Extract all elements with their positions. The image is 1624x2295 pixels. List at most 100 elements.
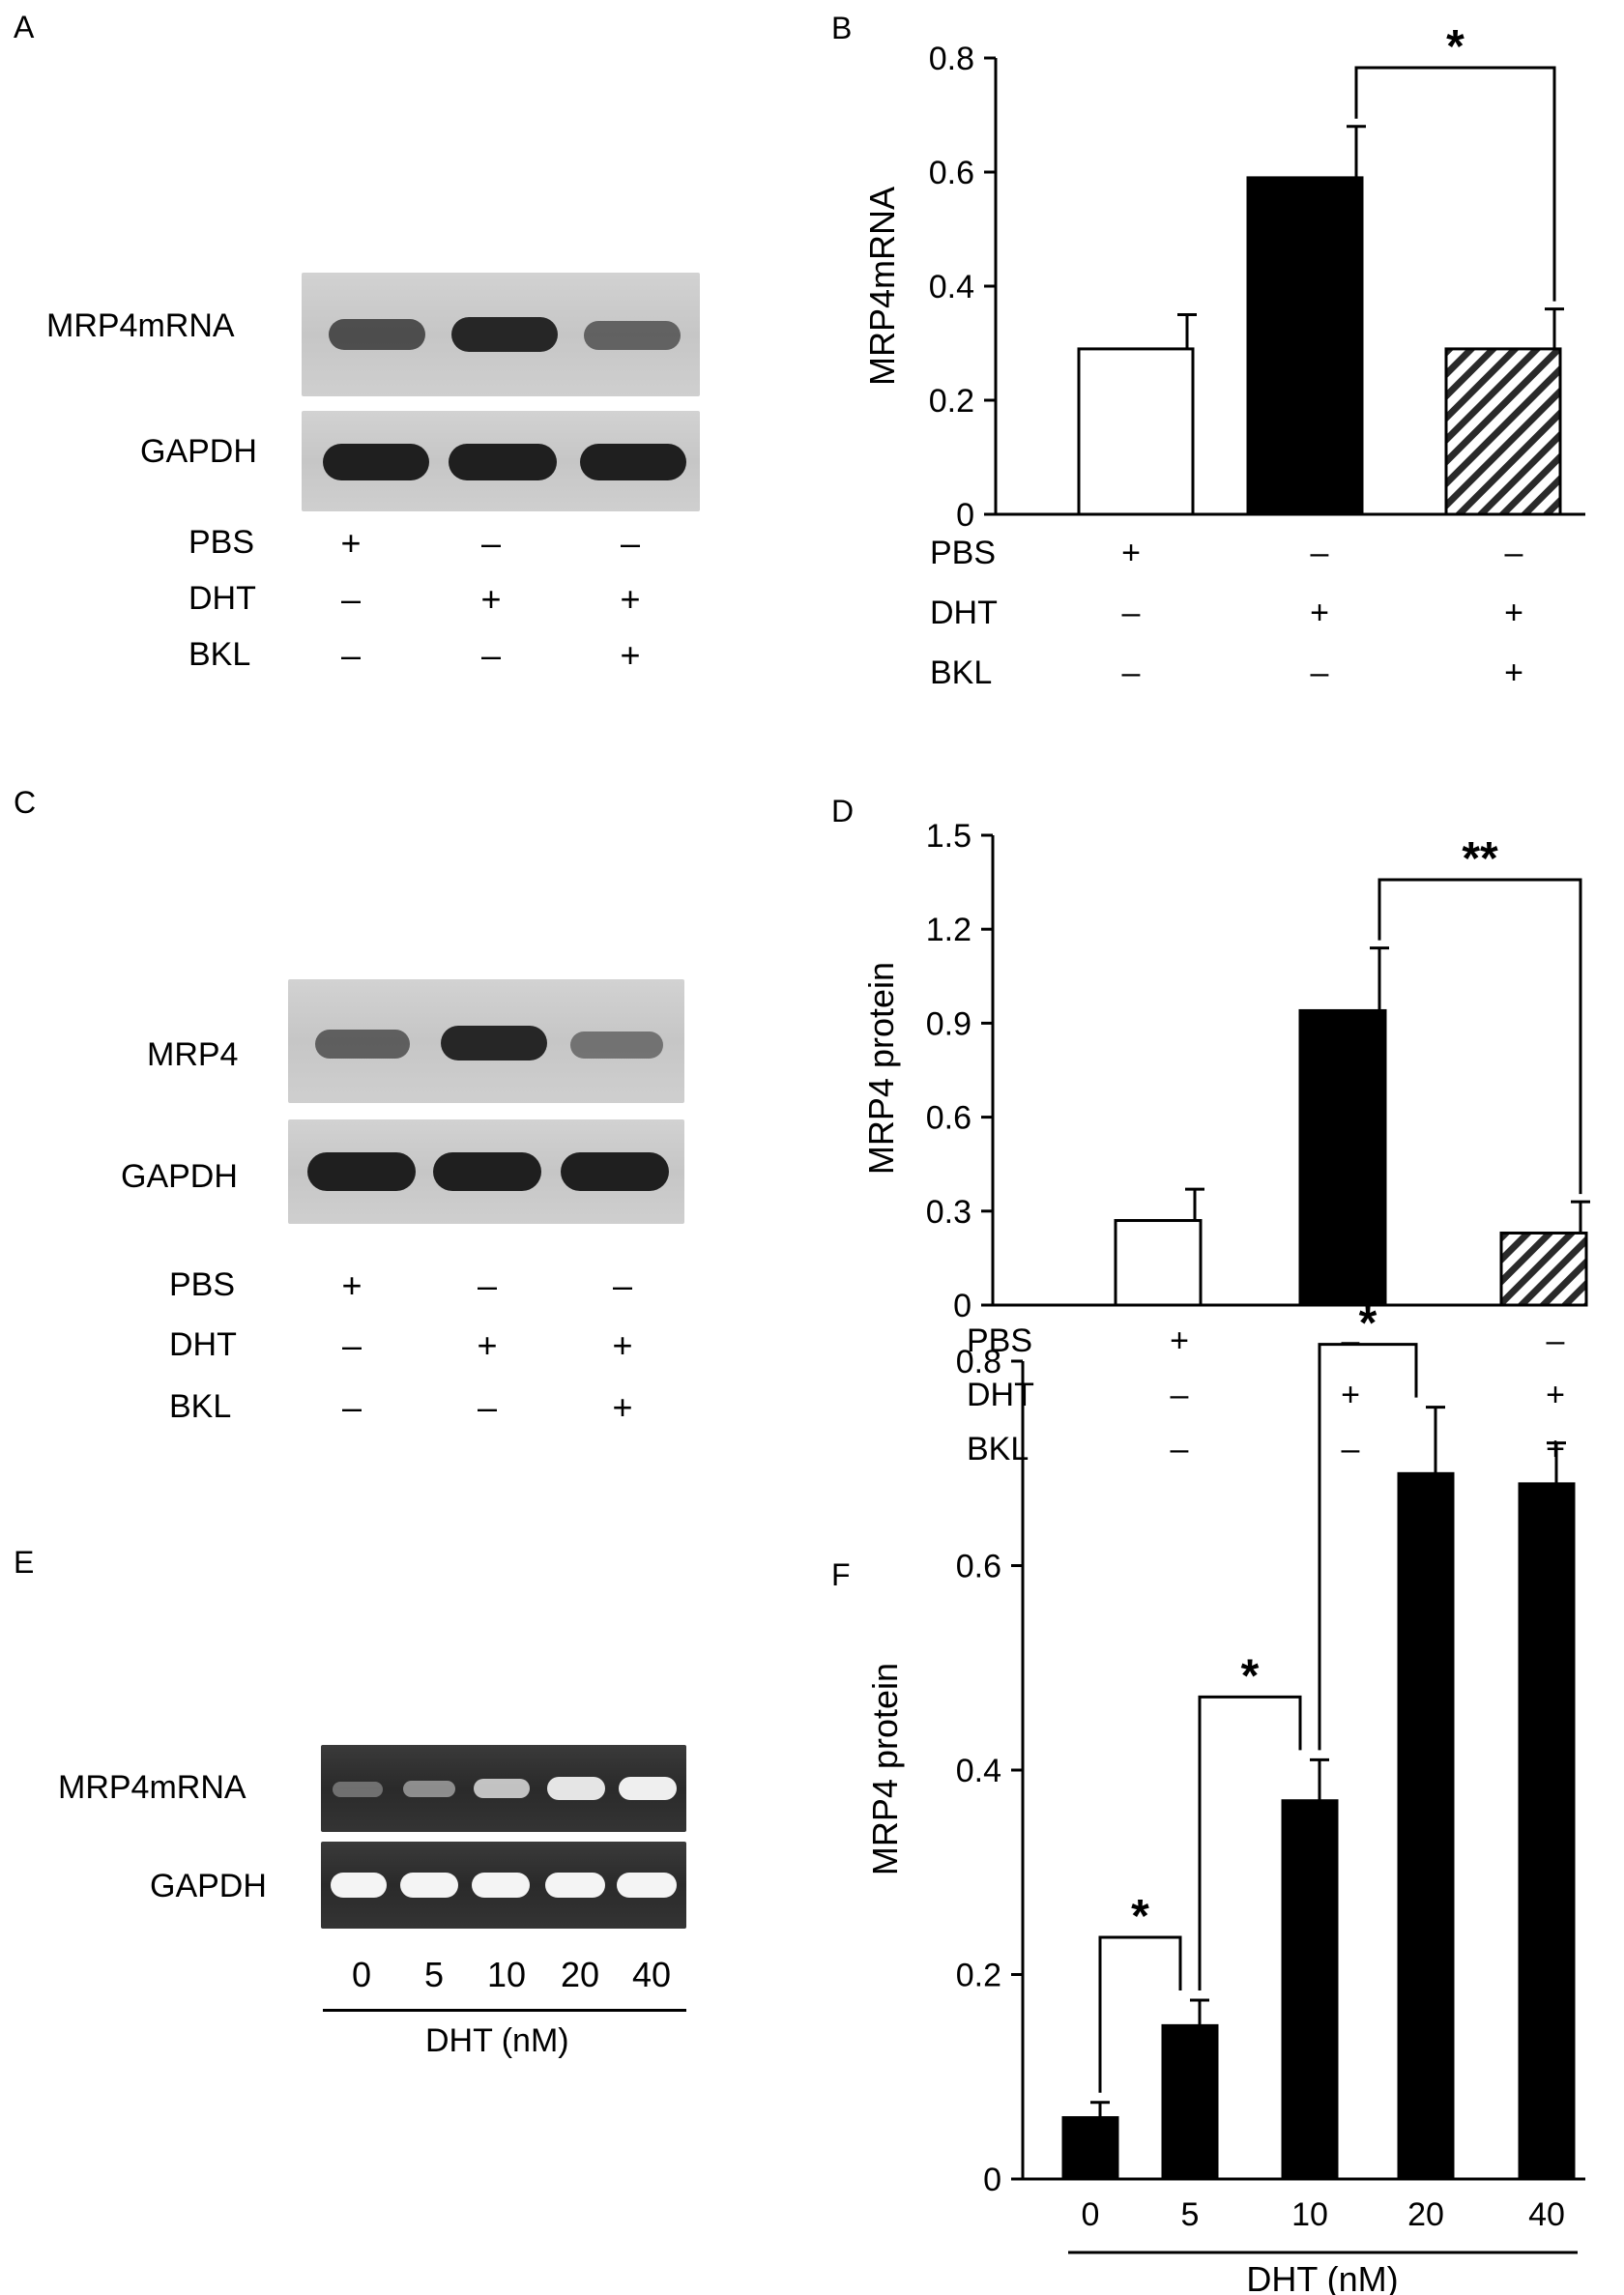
y-axis-label: MRP4mRNA xyxy=(862,187,902,386)
sign: + xyxy=(1546,1377,1565,1413)
condition-label-bkl: BKL xyxy=(169,1388,232,1425)
band xyxy=(307,1152,416,1191)
panel-label-f: F xyxy=(831,1557,851,1592)
x-tick-label: 40 xyxy=(1528,2196,1565,2233)
sign: + xyxy=(341,1265,362,1305)
y-tick-label: 0.4 xyxy=(929,269,974,305)
chart-f: F 0 0.2 0.4 0.6 0.8 MRP4 protein * * * 0 5 10 20 40 DHT… xyxy=(831,1298,1585,2295)
lane-label: 5 xyxy=(423,1955,445,1994)
bar xyxy=(1114,1219,1203,1307)
significance-bracket xyxy=(1198,1695,1302,1990)
band xyxy=(584,321,681,350)
gel-strip-mrp4mrna xyxy=(321,1745,686,1832)
band xyxy=(474,1779,530,1798)
band xyxy=(449,444,557,480)
band xyxy=(403,1781,455,1797)
sign: – xyxy=(477,1265,498,1305)
sign: – xyxy=(1342,1322,1360,1359)
lane-group-line xyxy=(323,2009,686,2012)
y-tick-label: 0.6 xyxy=(929,155,974,191)
sign: + xyxy=(612,1325,633,1365)
y-tick-label: 0 xyxy=(953,1288,972,1324)
gel-xlabel: DHT (nM) xyxy=(425,2022,569,2059)
sign: + xyxy=(612,1387,633,1427)
bar xyxy=(1246,176,1364,516)
sign: + xyxy=(1121,535,1141,571)
y-tick-label: 0.8 xyxy=(929,41,974,77)
sign: – xyxy=(1122,654,1141,691)
condition-label-bkl: BKL xyxy=(967,1431,1029,1467)
sign: – xyxy=(480,523,502,563)
condition-label-dht: DHT xyxy=(930,595,998,631)
sign: + xyxy=(477,1325,498,1365)
lane-label: 10 xyxy=(486,1955,527,1994)
bar xyxy=(1161,2023,1219,2181)
lane-label: 40 xyxy=(631,1955,672,1994)
band xyxy=(580,444,686,480)
bar xyxy=(1397,1471,1455,2181)
sign: + xyxy=(1504,654,1523,691)
sign: – xyxy=(480,635,502,675)
y-tick-label: 0.8 xyxy=(956,1344,1001,1380)
x-tick-label: 0 xyxy=(1082,2196,1100,2233)
sign: + xyxy=(1170,1322,1189,1359)
band xyxy=(547,1777,605,1800)
band xyxy=(617,1873,677,1898)
panel-label-b: B xyxy=(831,11,852,45)
band xyxy=(323,444,429,480)
y-tick-label: 0 xyxy=(956,497,974,534)
y-tick-label: 1.5 xyxy=(926,818,972,855)
sign: – xyxy=(341,1325,362,1365)
y-tick-label: 0.6 xyxy=(926,1100,972,1137)
gel-row-label-gapdh: GAPDH xyxy=(121,1158,238,1195)
gel-strip-gapdh xyxy=(321,1842,686,1929)
band xyxy=(570,1031,663,1059)
condition-label-bkl: BKL xyxy=(930,654,992,691)
gel-strip-gapdh xyxy=(288,1119,684,1224)
sign: + xyxy=(620,635,641,675)
bar xyxy=(1499,1231,1588,1307)
gel-row-label-gapdh: GAPDH xyxy=(150,1868,267,1904)
sign: + xyxy=(620,579,641,619)
gel-row-label-mrp4mrna: MRP4mRNA xyxy=(58,1769,246,1806)
band xyxy=(433,1152,541,1191)
sign: – xyxy=(341,1387,362,1427)
y-tick-label: 0.9 xyxy=(926,1005,972,1042)
bar xyxy=(1518,1482,1576,2181)
panel-label-e: E xyxy=(14,1545,35,1580)
significance-marker: * xyxy=(1131,1891,1149,1942)
band xyxy=(331,1873,387,1898)
sign: + xyxy=(480,579,502,619)
sign: – xyxy=(1122,595,1141,631)
sign: + xyxy=(1504,595,1523,631)
panel-label-a: A xyxy=(14,10,35,44)
band xyxy=(545,1873,605,1898)
band xyxy=(472,1873,530,1898)
significance-marker: ** xyxy=(1462,833,1498,885)
bar xyxy=(1444,347,1562,516)
band xyxy=(561,1152,669,1191)
sign: – xyxy=(1171,1377,1189,1413)
gel-strip-mrp4 xyxy=(288,979,684,1103)
significance-bracket xyxy=(1318,1343,1418,1751)
condition-label-pbs: PBS xyxy=(930,535,996,571)
condition-label-bkl: BKL xyxy=(188,636,251,673)
y-tick-label: 0.2 xyxy=(929,383,974,420)
bar xyxy=(1077,347,1195,516)
x-tick-label: 20 xyxy=(1407,2196,1444,2233)
bar xyxy=(1298,1008,1387,1307)
gel-row-label-mrp4: MRP4 xyxy=(147,1036,239,1073)
gel-row-label-gapdh: GAPDH xyxy=(140,433,257,470)
band xyxy=(619,1777,677,1800)
sign: – xyxy=(340,635,362,675)
band xyxy=(329,319,425,350)
y-axis-label: MRP4 protein xyxy=(861,962,901,1175)
gel-strip-mrp4mrna xyxy=(302,273,700,396)
significance-marker: * xyxy=(1446,21,1464,73)
sign: – xyxy=(1311,654,1329,691)
sign: + xyxy=(1310,595,1329,631)
panel-label-d: D xyxy=(831,794,854,828)
x-tick-label: 10 xyxy=(1291,2196,1328,2233)
